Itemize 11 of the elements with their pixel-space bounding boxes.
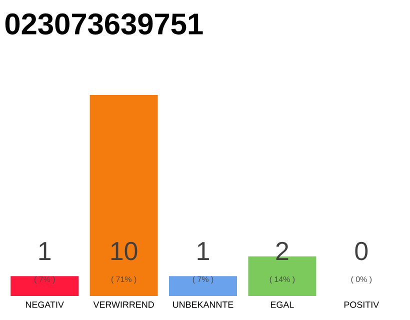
- annotation: 10: [111, 242, 138, 260]
- annotation: 1: [198, 242, 209, 260]
- x-tick-label: EGAL: [270, 302, 294, 308]
- x-tick-label: POSITIV: [344, 302, 380, 308]
- annotation: 0: [355, 242, 368, 260]
- chart-title: 023073639751: [5, 13, 203, 35]
- annotation: 2: [276, 242, 288, 260]
- annotation: 1: [39, 242, 51, 260]
- x-tick-label: VERWIRREND: [93, 302, 154, 308]
- x-tick-label: UNBEKANNTE: [173, 302, 234, 308]
- x-tick-label: NEGATIV: [26, 302, 64, 308]
